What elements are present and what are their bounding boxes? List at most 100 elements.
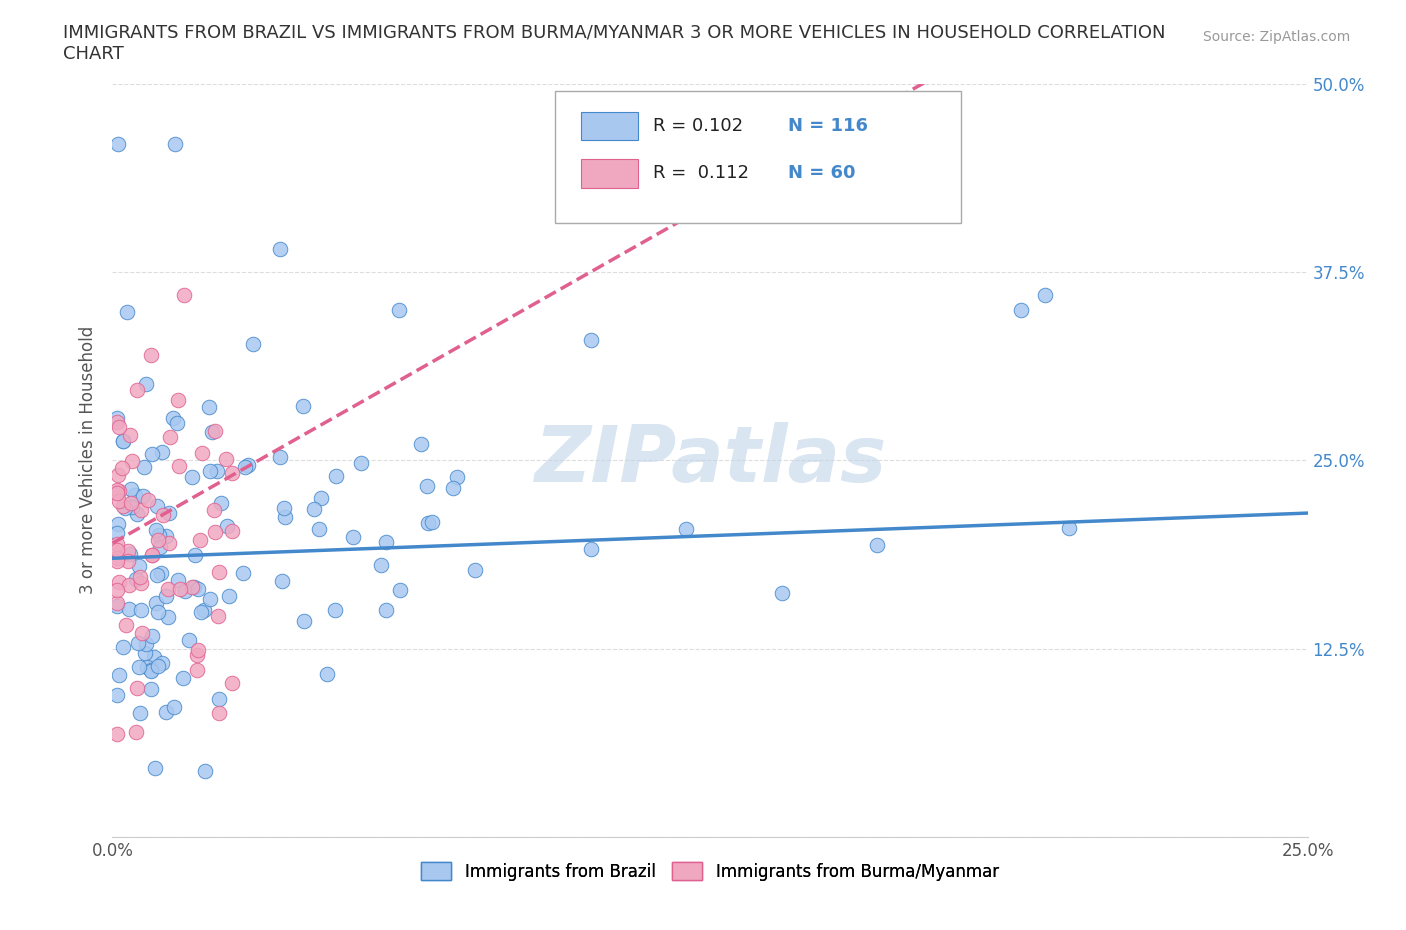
Point (149, 540, 172, 555)
Point (105, 599, 128, 614)
Point (201, 424, 224, 439)
Point (186, 662, 208, 677)
Point (111, 434, 134, 449)
Point (309, 491, 332, 506)
Point (156, 581, 179, 596)
Point (198, 463, 221, 478)
Point (232, 565, 254, 580)
Point (208, 706, 231, 721)
Point (141, 447, 163, 462)
Point (105, 411, 128, 426)
Point (108, 494, 131, 509)
Point (127, 635, 149, 650)
Point (1010, 302, 1032, 317)
Point (179, 632, 201, 647)
Point (207, 608, 229, 623)
Point (105, 595, 128, 610)
Text: R =  0.112: R = 0.112 (652, 165, 748, 182)
Point (350, 456, 373, 471)
Point (111, 639, 134, 654)
Point (139, 663, 162, 678)
Point (105, 554, 128, 569)
Point (118, 428, 141, 443)
Text: N = 60: N = 60 (787, 165, 855, 182)
Point (155, 529, 177, 544)
Point (129, 576, 152, 591)
Point (146, 604, 169, 619)
Point (149, 565, 172, 580)
Point (180, 470, 202, 485)
Point (121, 499, 143, 514)
Text: Source: ZipAtlas.com: Source: ZipAtlas.com (1202, 30, 1350, 44)
Point (167, 572, 190, 587)
Point (221, 524, 243, 538)
Point (191, 445, 214, 460)
Point (198, 400, 221, 415)
Point (325, 469, 347, 484)
Point (441, 480, 464, 495)
Point (156, 609, 179, 624)
Point (112, 434, 135, 449)
Point (108, 668, 131, 683)
Point (128, 659, 150, 674)
Point (184, 548, 207, 563)
Point (159, 430, 181, 445)
Legend: Immigrants from Brazil, Immigrants from Burma/Myanmar: Immigrants from Brazil, Immigrants from … (413, 854, 1007, 889)
Point (173, 287, 195, 302)
Point (316, 666, 339, 681)
Point (190, 532, 212, 547)
Point (117, 554, 139, 569)
Point (105, 537, 128, 551)
Point (418, 515, 440, 530)
Point (135, 636, 157, 651)
Point (304, 501, 326, 516)
Point (194, 764, 217, 778)
Point (124, 487, 146, 502)
Point (105, 726, 128, 741)
Point (134, 645, 156, 660)
Point (107, 516, 129, 531)
Point (169, 582, 191, 597)
Point (125, 507, 148, 522)
Point (117, 544, 139, 559)
Point (375, 603, 398, 618)
Point (187, 582, 209, 597)
Point (155, 589, 177, 604)
Point (138, 493, 160, 508)
Point (141, 548, 163, 563)
Point (128, 558, 150, 573)
Point (579, 332, 602, 347)
Text: R = 0.102: R = 0.102 (652, 117, 742, 135)
Point (111, 460, 134, 475)
Point (157, 535, 180, 550)
Point (464, 563, 486, 578)
Point (770, 586, 793, 601)
Point (166, 416, 188, 431)
Point (108, 574, 131, 589)
Point (139, 664, 162, 679)
Point (167, 458, 190, 473)
Point (1033, 287, 1056, 302)
Point (579, 542, 602, 557)
Point (105, 543, 128, 558)
Point (107, 420, 129, 435)
Point (142, 649, 165, 664)
Point (118, 602, 141, 617)
Text: N = 116: N = 116 (787, 117, 868, 135)
Point (145, 596, 167, 611)
Point (135, 659, 157, 674)
Point (215, 452, 238, 467)
Point (141, 629, 163, 644)
Point (209, 496, 232, 511)
Y-axis label: 3 or more Vehicles in Household: 3 or more Vehicles in Household (79, 326, 97, 594)
Point (107, 468, 129, 483)
Point (148, 533, 170, 548)
Point (446, 469, 468, 484)
Point (271, 574, 294, 589)
Point (190, 604, 212, 619)
Point (105, 415, 128, 430)
Point (221, 466, 243, 481)
Point (124, 571, 146, 586)
Point (143, 761, 166, 776)
Text: ZIPatlas: ZIPatlas (534, 422, 886, 498)
